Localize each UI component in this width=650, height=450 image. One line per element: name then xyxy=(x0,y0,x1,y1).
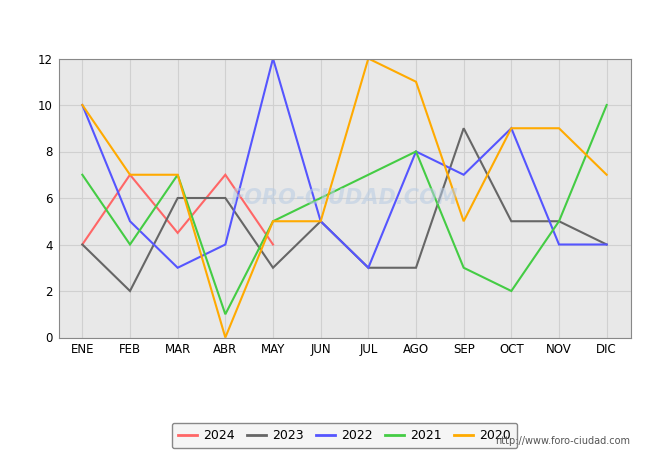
Legend: 2024, 2023, 2022, 2021, 2020: 2024, 2023, 2022, 2021, 2020 xyxy=(172,423,517,449)
Text: http://www.foro-ciudad.com: http://www.foro-ciudad.com xyxy=(495,436,630,446)
Text: FORO-CIUDAD.COM: FORO-CIUDAD.COM xyxy=(231,188,458,208)
Text: Matriculaciones de Vehiculos en Camariñas: Matriculaciones de Vehiculos en Camariña… xyxy=(145,14,505,32)
